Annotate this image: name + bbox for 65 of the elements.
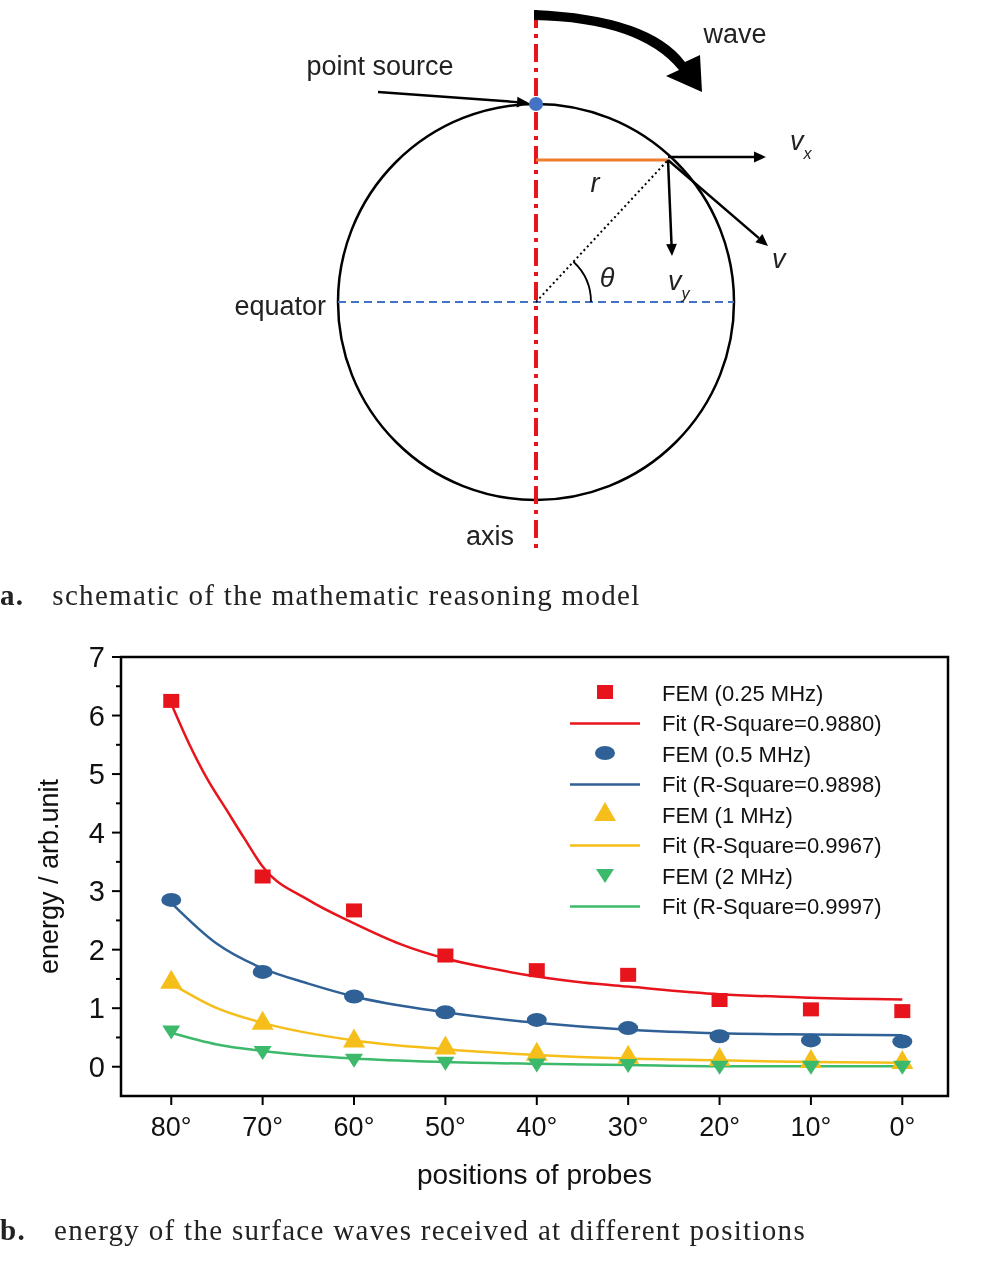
legend-label: FEM (0.25 MHz) xyxy=(662,680,824,706)
point xyxy=(344,989,365,1004)
point xyxy=(619,1058,638,1073)
legend-label: Fit (R-Square=0.9997) xyxy=(662,894,882,920)
point xyxy=(254,869,271,884)
x-tick-label: 60° xyxy=(333,1112,375,1142)
point xyxy=(527,1058,546,1073)
point xyxy=(620,967,637,982)
legend-label: Fit (R-Square=0.9880) xyxy=(662,711,882,737)
point xyxy=(710,1060,729,1075)
point xyxy=(162,1025,181,1040)
point xyxy=(161,892,182,907)
text: equator xyxy=(234,291,326,321)
y-tick-label: 5 xyxy=(88,758,105,791)
text: v$_{x}$ xyxy=(790,126,813,162)
point xyxy=(437,948,454,963)
text: wave xyxy=(702,19,767,49)
point xyxy=(163,693,180,708)
point xyxy=(252,964,273,979)
x-tick-label: 50° xyxy=(424,1112,466,1142)
point xyxy=(618,1021,639,1036)
x-tick-label: 40° xyxy=(516,1112,558,1142)
y-tick-label: 0 xyxy=(88,1050,105,1083)
x-axis-title: positions of probes xyxy=(416,1159,653,1190)
point xyxy=(435,1005,456,1020)
point xyxy=(802,1002,819,1017)
point xyxy=(528,963,545,978)
legend-label: Fit (R-Square=0.9898) xyxy=(662,772,882,798)
legend-label: FEM (0.5 MHz) xyxy=(662,741,812,767)
text: b. energy of the surface waves received at different positions xyxy=(0,1214,807,1246)
x-tick-label: 80° xyxy=(150,1112,192,1142)
legend-label: FEM (1 MHz) xyxy=(662,802,793,828)
text: axis xyxy=(465,521,515,551)
y-tick-label: 1 xyxy=(88,992,105,1025)
x-tick-label: 20° xyxy=(699,1112,740,1142)
y-tick-label: 6 xyxy=(88,699,105,732)
point xyxy=(345,1053,364,1068)
point xyxy=(894,1004,911,1019)
point xyxy=(253,1046,272,1061)
point xyxy=(436,1056,455,1071)
point xyxy=(709,1029,730,1044)
y-tick-label: 3 xyxy=(88,875,105,908)
x-tick-label: 70° xyxy=(242,1112,284,1142)
text: r xyxy=(590,168,601,198)
point xyxy=(801,1060,820,1075)
point xyxy=(346,903,363,918)
legend-label: Fit (R-Square=0.9967) xyxy=(662,833,882,859)
text: point source xyxy=(306,51,454,81)
point xyxy=(892,1034,913,1049)
point xyxy=(800,1033,821,1048)
y-axis-title: energy / arb.unit xyxy=(34,778,64,975)
x-tick-label: 30° xyxy=(607,1112,649,1142)
point xyxy=(893,1060,912,1075)
y-tick-label: 4 xyxy=(88,816,105,849)
point xyxy=(526,1012,547,1027)
x-tick-label: 0° xyxy=(889,1112,916,1142)
y-tick-label: 7 xyxy=(88,641,105,674)
text: v xyxy=(772,244,787,274)
text: θ xyxy=(599,263,615,293)
legend-label: FEM (2 MHz) xyxy=(662,863,793,889)
text: a. schematic of the mathematic reasoning model xyxy=(0,579,641,611)
y-tick-label: 2 xyxy=(88,933,105,966)
point xyxy=(711,993,728,1008)
x-tick-label: 10° xyxy=(790,1112,832,1142)
text: v$_{y}$ xyxy=(668,266,691,302)
